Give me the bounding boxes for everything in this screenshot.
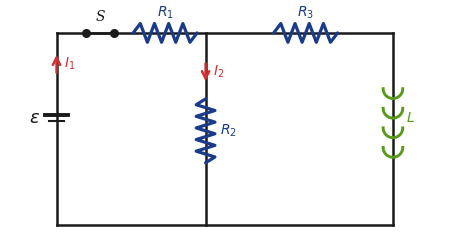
Text: $I_2$: $I_2$ xyxy=(213,64,224,80)
Text: $L$: $L$ xyxy=(406,111,414,125)
Text: $R_2$: $R_2$ xyxy=(220,123,237,139)
Text: $\varepsilon$: $\varepsilon$ xyxy=(29,109,40,127)
Text: S: S xyxy=(95,10,105,24)
Text: $I_1$: $I_1$ xyxy=(64,56,76,72)
Text: $R_1$: $R_1$ xyxy=(157,5,174,21)
Text: $R_3$: $R_3$ xyxy=(297,5,314,21)
